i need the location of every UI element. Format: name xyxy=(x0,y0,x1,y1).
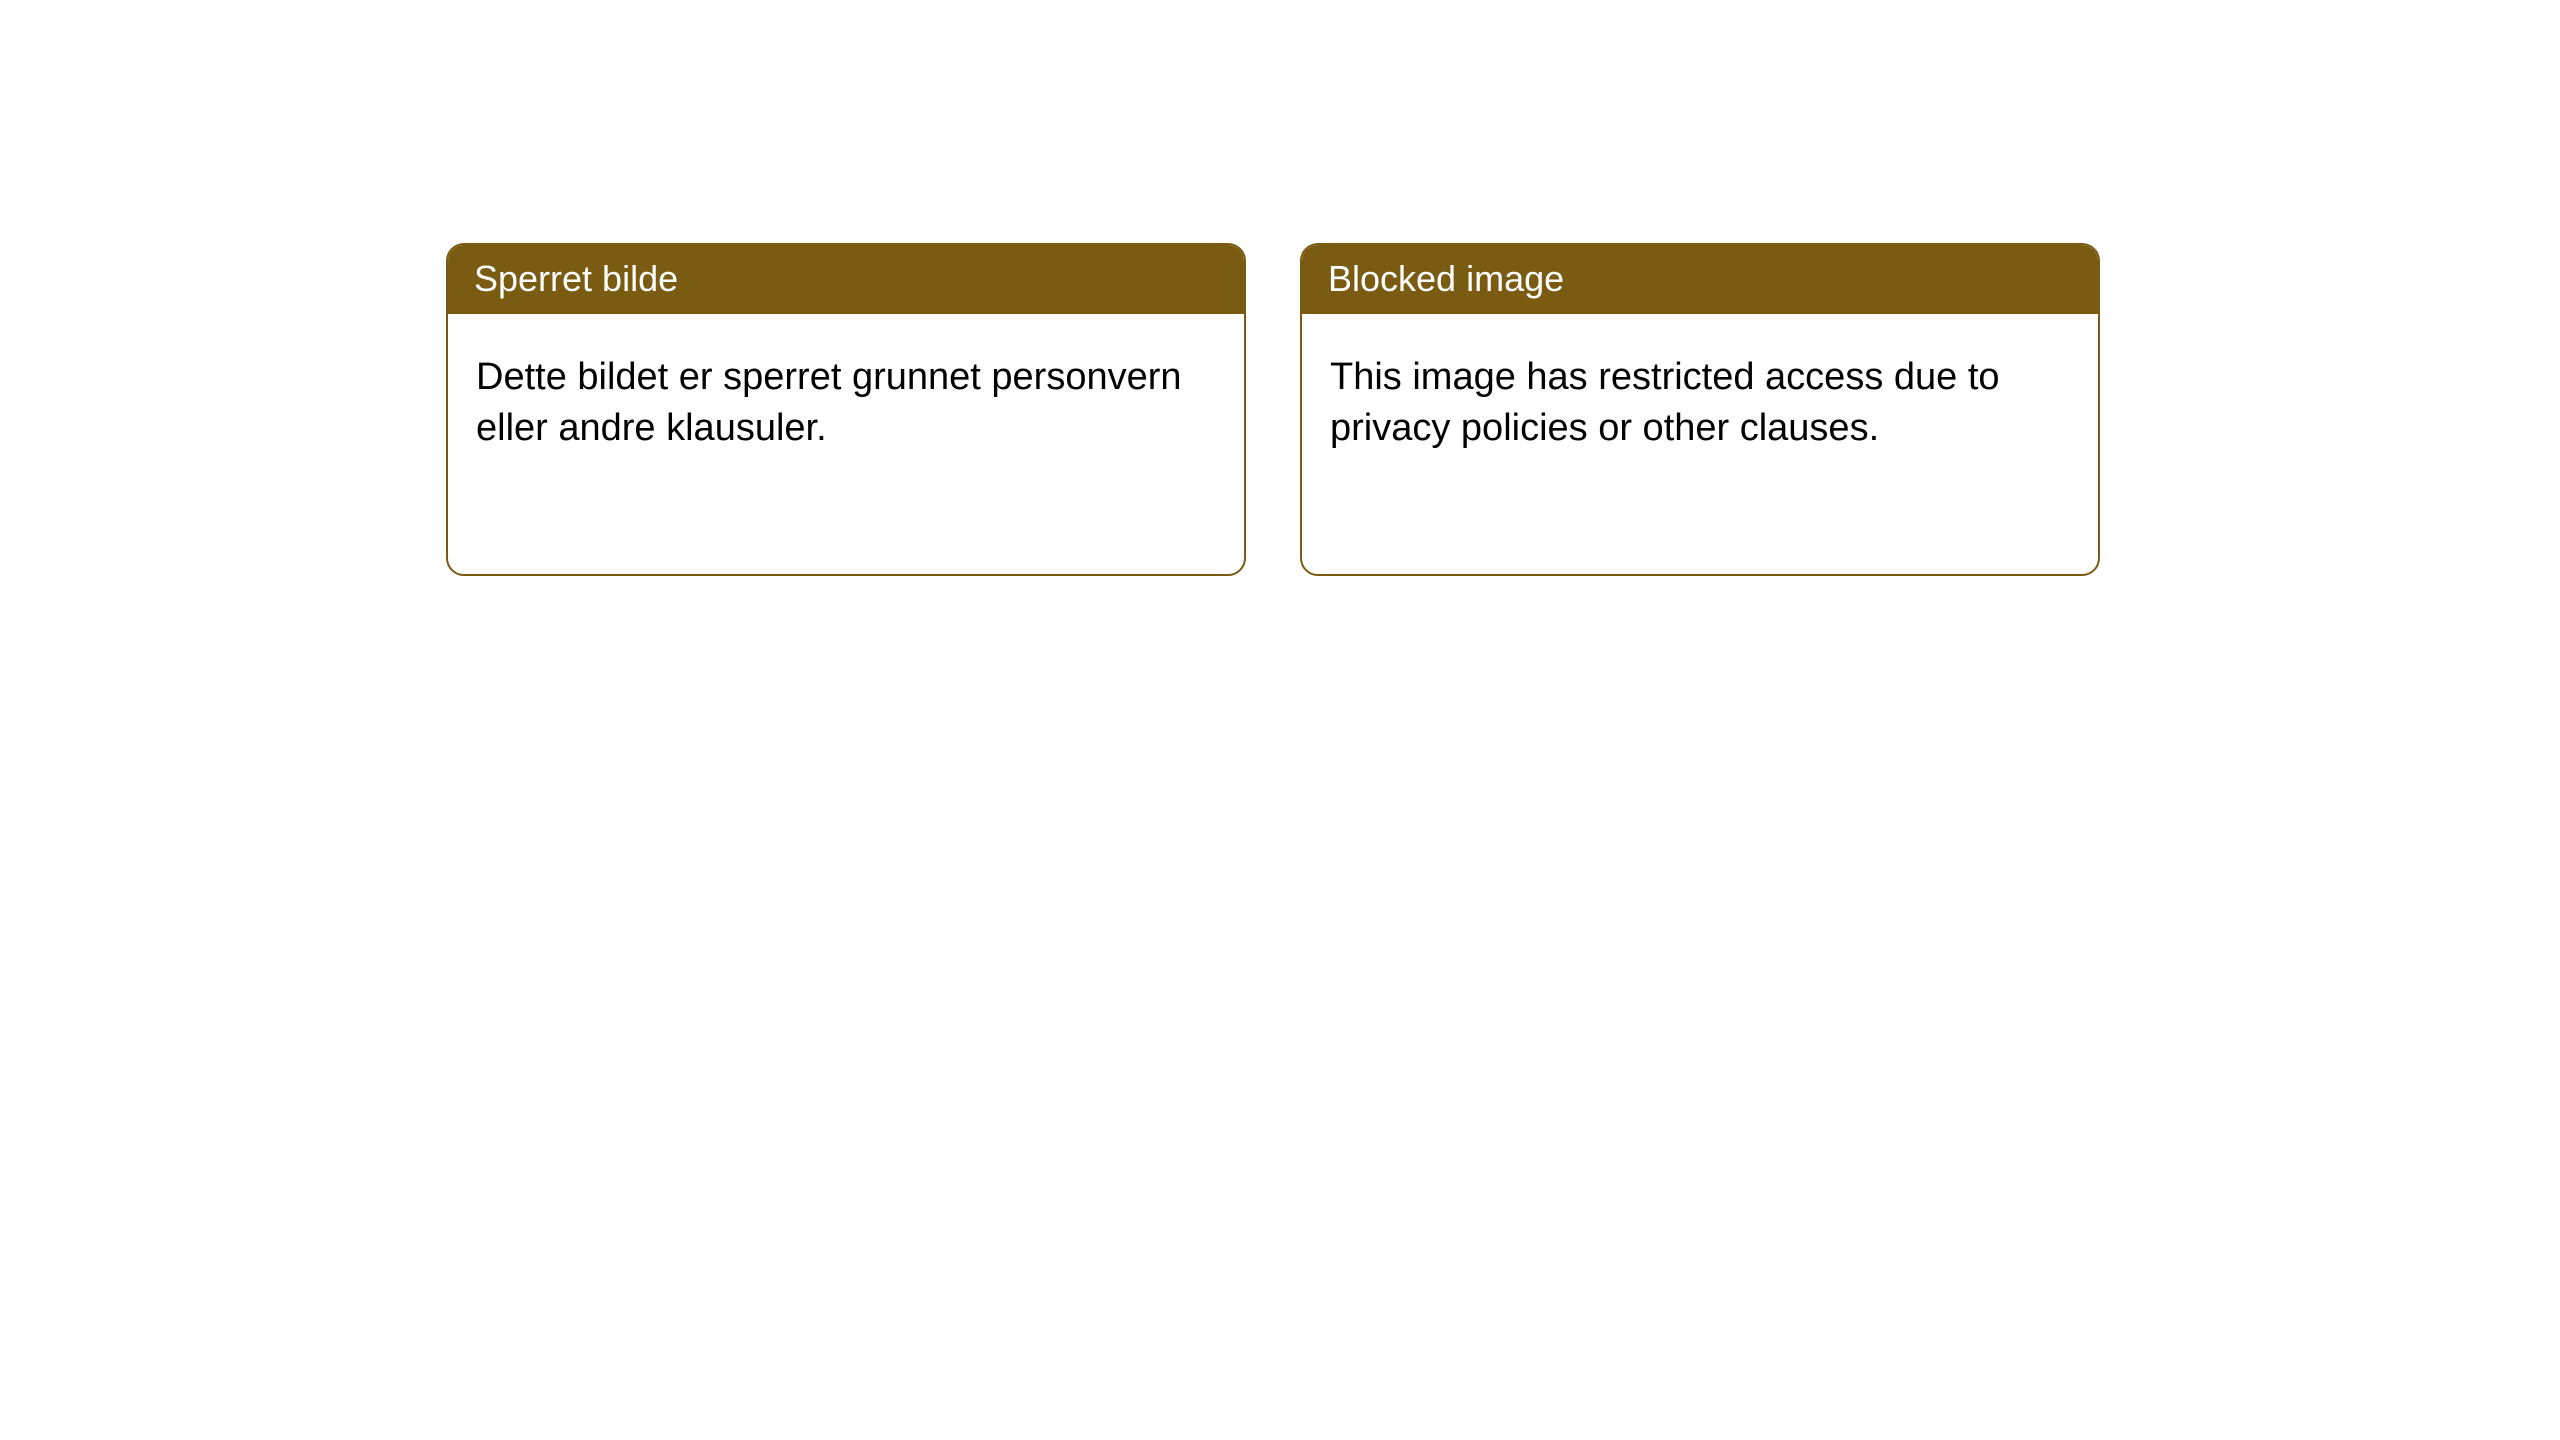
notice-title-no: Sperret bilde xyxy=(448,245,1244,314)
notice-title-en: Blocked image xyxy=(1302,245,2098,314)
notice-body-no: Dette bildet er sperret grunnet personve… xyxy=(448,314,1244,483)
notice-card-en: Blocked image This image has restricted … xyxy=(1300,243,2100,576)
notice-body-en: This image has restricted access due to … xyxy=(1302,314,2098,483)
notice-card-no: Sperret bilde Dette bildet er sperret gr… xyxy=(446,243,1246,576)
notice-container: Sperret bilde Dette bildet er sperret gr… xyxy=(446,243,2100,576)
